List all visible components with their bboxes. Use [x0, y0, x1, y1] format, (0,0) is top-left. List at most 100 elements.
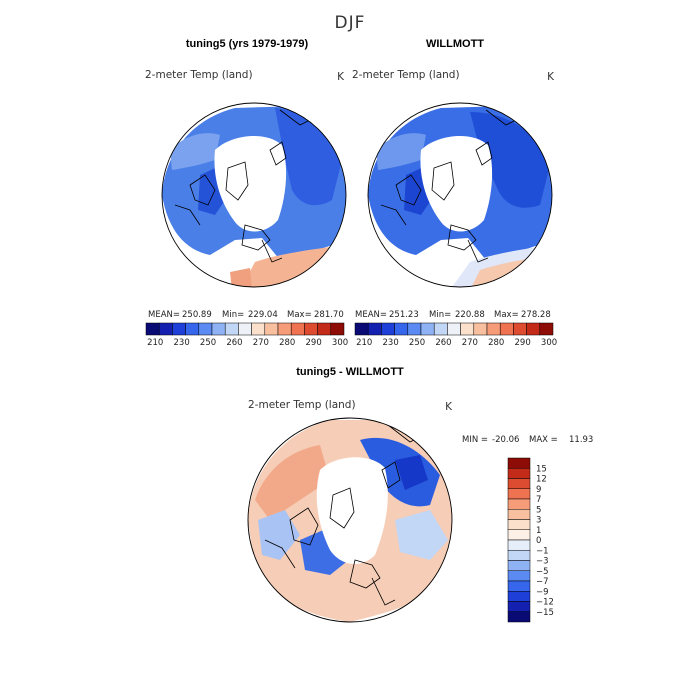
ocean-ice [420, 135, 493, 232]
variable-label: 2-meter Temp (land) [248, 399, 356, 411]
stats-line: MEAN= 250.89 Min= 229.04 Max= 281.70 [148, 310, 344, 320]
mean-value: 251.23 [389, 310, 419, 320]
panel-title: tuning5 - WILLMOTT [296, 366, 404, 378]
colorbar-tick-label: 250 [409, 338, 425, 348]
colorbar-cell [211, 322, 226, 336]
coastline [380, 109, 517, 263]
colorbar-cell [507, 478, 531, 489]
colorbar-cell [238, 322, 252, 336]
minmax-line: MIN = -20.06 MAX = 11.93 [462, 435, 593, 445]
colorbar-tick-label: 300 [332, 338, 348, 348]
colorbar-cell [354, 322, 369, 336]
colorbar-tick-label: 270 [253, 338, 269, 348]
colorbar-tick-label: 230 [383, 338, 399, 348]
polar-map [162, 103, 346, 287]
colorbar-cell [507, 457, 531, 469]
colorbar-tick-label: −15 [536, 608, 554, 618]
colorbar-cell [394, 322, 409, 336]
cold-region [275, 108, 342, 206]
landmass [329, 487, 355, 529]
colorbar-cell [264, 322, 279, 336]
colorbar-cell [507, 529, 531, 541]
colorbar-cell [433, 322, 448, 336]
panel-model: tuning5 (yrs 1979-1979) 2-meter Temp (la… [145, 38, 348, 348]
colorbar-tick-label: 0 [536, 536, 541, 546]
colorbar-tick-label: 270 [462, 338, 478, 348]
colorbar-tick-label: 280 [488, 338, 504, 348]
colorbar-tick-label: 7 [536, 495, 541, 505]
colorbar: 210 230 250 260 270 280 290 300 [145, 322, 348, 348]
map-boundary [161, 102, 347, 288]
colorbar-cell [507, 591, 531, 602]
colorbar-tick-label: 300 [541, 338, 557, 348]
colorbar-cell [499, 322, 514, 336]
colorbar-tick-label: 210 [147, 338, 163, 348]
colorbar-cell [317, 322, 332, 336]
colorbar-cell [507, 570, 531, 582]
colorbar-cell [251, 322, 266, 336]
colorbar-tick-label: −5 [536, 567, 549, 577]
max-value: 278.28 [521, 310, 551, 320]
max-value: 11.93 [569, 435, 593, 445]
colorbar-cell [158, 322, 173, 336]
min-value: 229.04 [248, 310, 278, 320]
colorbar-cell [172, 322, 186, 336]
cold-region [395, 455, 428, 490]
colorbar-tick-label: 12 [536, 475, 547, 485]
colorbar-tick-label: 210 [356, 338, 372, 348]
variable-label: 2-meter Temp (land) [352, 69, 460, 81]
max-label: Max= [287, 310, 312, 320]
colorbar-tick-label: −3 [536, 557, 549, 567]
colorbar-cell [513, 322, 527, 336]
colorbar-tick-label: 250 [200, 338, 216, 348]
colorbar-cell [447, 322, 461, 336]
colorbar-cell [526, 322, 541, 336]
colorbar-tick-label: 260 [435, 338, 451, 348]
colorbar-tick-label: 290 [306, 338, 322, 348]
mean-value: 250.89 [182, 310, 212, 320]
colorbar-tick-label: −7 [536, 577, 549, 587]
warm-region [255, 445, 330, 520]
polar-map [368, 103, 552, 287]
panel-observed: WILLMOTT 2-meter Temp (land) K MEAN= 251… [352, 38, 557, 348]
colorbar-tick-label: 3 [536, 516, 541, 526]
colorbar-cell [507, 488, 531, 500]
colorbar-cell [407, 322, 422, 336]
map-boundary [247, 417, 453, 623]
colorbar-cell [224, 322, 239, 336]
colorbar-cell [507, 519, 531, 530]
mild-region [170, 133, 220, 170]
colorbar-cell [290, 322, 305, 336]
figure-title: DJF [335, 13, 366, 33]
warm-region [230, 268, 252, 287]
min-value: -20.06 [492, 435, 519, 445]
colorbar-cell [277, 322, 292, 336]
panel-title: WILLMOTT [426, 38, 484, 50]
colorbar-cell [486, 322, 501, 336]
cool-region [395, 510, 448, 560]
landmass [225, 161, 249, 201]
colorbar-tick-label: 290 [515, 338, 531, 348]
colorbar-cell [507, 601, 531, 612]
colorbar-cell [381, 322, 395, 336]
min-label: Min= [429, 310, 451, 320]
map-boundary [367, 102, 553, 288]
colorbar-cell [507, 468, 531, 479]
landmass [431, 161, 455, 201]
mean-label: MEAN= [355, 310, 387, 320]
min-value: 220.88 [455, 310, 485, 320]
colorbar-tick-label: 260 [226, 338, 242, 348]
colorbar-cell [507, 509, 531, 520]
units-label: K [547, 71, 555, 83]
colorbar-cell [507, 580, 531, 592]
colorbar-cell [367, 322, 382, 336]
colorbar-tick-label: 9 [536, 485, 541, 495]
colorbar-tick-label: 280 [279, 338, 295, 348]
colorbar-cell [507, 550, 531, 561]
colorbar-cell [507, 560, 531, 571]
colorbar-cell [507, 539, 531, 551]
colorbar-cell [460, 322, 475, 336]
colorbar-tick-label: 15 [536, 464, 547, 474]
colorbar-tick-label: 230 [174, 338, 190, 348]
